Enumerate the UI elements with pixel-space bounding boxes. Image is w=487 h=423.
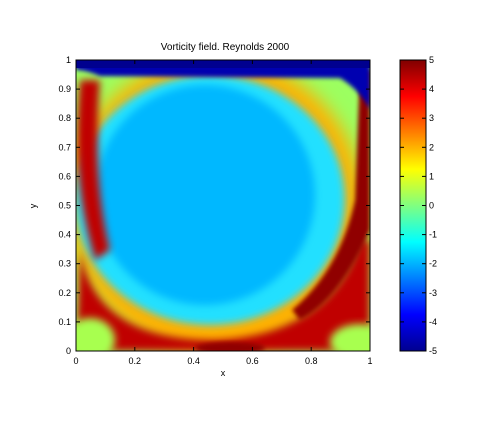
- y-tick-label: 0.8: [58, 113, 71, 123]
- y-tick-label: 1: [66, 55, 71, 65]
- colorbar-ticks: 5 4 3 2 1 0 -1 -2 -3 -4 -5: [400, 55, 437, 356]
- colorbar-tick-label: -3: [429, 288, 437, 298]
- colorbar-tick-label: 4: [429, 84, 434, 94]
- x-tick-label: 1: [367, 356, 372, 366]
- x-tick-label: 0.2: [129, 356, 142, 366]
- colorbar-tick-label: 0: [429, 201, 434, 211]
- colorbar-tick-label: 3: [429, 113, 434, 123]
- x-tick-label: 0: [73, 356, 78, 366]
- bottom-arc-band: [76, 240, 370, 351]
- y-tick-label: 0: [66, 346, 71, 356]
- bottom-center-hotspot: [195, 342, 265, 351]
- y-tick-label: 0.5: [58, 201, 71, 211]
- bottom-right-corner: [330, 324, 370, 351]
- top-lid-layer: [76, 60, 370, 110]
- x-axis-ticks: 0 0.2 0.4 0.6 0.8 1: [73, 60, 373, 366]
- y-axis-label: y: [28, 203, 38, 208]
- x-tick-label: 0.8: [305, 356, 318, 366]
- x-axis-label: x: [221, 368, 226, 378]
- colorbar: 5 4 3 2 1 0 -1 -2 -3 -4 -5: [399, 55, 437, 356]
- y-tick-label: 0.6: [58, 171, 71, 181]
- right-wall-band: [292, 70, 370, 320]
- colorbar-tick-label: -1: [429, 230, 437, 240]
- y-tick-label: 0.9: [58, 84, 71, 94]
- colorbar-tick-label: -4: [429, 317, 437, 327]
- y-tick-label: 0.1: [58, 317, 71, 327]
- x-tick-label: 0.6: [246, 356, 259, 366]
- colorbar-tick-label: -2: [429, 259, 437, 269]
- left-wall-band: [77, 80, 110, 260]
- y-tick-label: 0.2: [58, 288, 71, 298]
- colorbar-tick-label: 5: [429, 55, 434, 65]
- colorbar-tick-label: 2: [429, 142, 434, 152]
- y-tick-label: 0.7: [58, 142, 71, 152]
- top-lid-edge: [76, 60, 370, 68]
- x-tick-label: 0.4: [187, 356, 200, 366]
- colorbar-tick-label: 1: [429, 171, 434, 181]
- colorbar-gradient: [400, 60, 426, 351]
- chart-title: Vorticity field. Reynolds 2000: [161, 42, 290, 53]
- bottom-left-corner: [76, 318, 115, 351]
- heatmap-field: [76, 60, 370, 351]
- y-tick-label: 0.4: [58, 230, 71, 240]
- y-tick-label: 0.3: [58, 259, 71, 269]
- vortex-core: [95, 85, 315, 305]
- colorbar-tick-label: -5: [429, 346, 437, 356]
- y-axis-ticks: 0 0.1 0.2 0.3 0.4 0.5 0.6 0.7 0.8 0.9 1: [58, 55, 370, 356]
